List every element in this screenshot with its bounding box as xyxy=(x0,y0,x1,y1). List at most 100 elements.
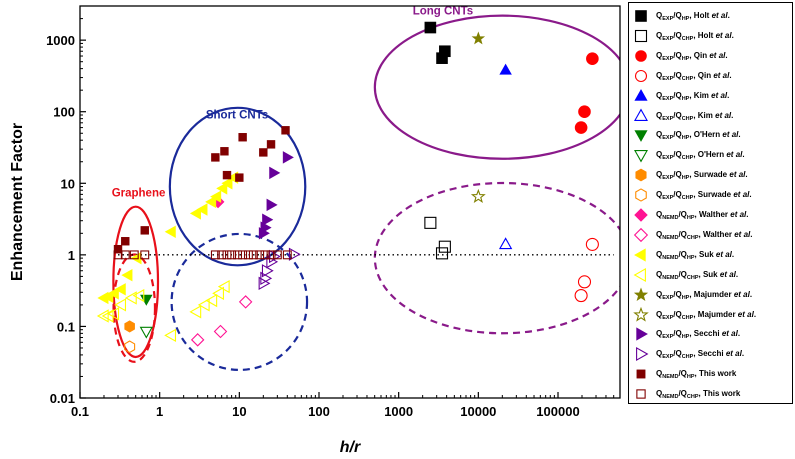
region-ellipse-3 xyxy=(170,232,309,372)
legend-label: QEXP/QHP, Secchi et al. xyxy=(656,329,741,341)
point-s19-7 xyxy=(227,250,237,260)
point-s4-0 xyxy=(499,63,512,75)
point-s19-3 xyxy=(140,250,150,260)
point-s18-9 xyxy=(222,170,232,180)
x-tick-label: 1 xyxy=(156,404,163,419)
point-s12-6 xyxy=(164,225,176,239)
x-tick-label: 100 xyxy=(308,404,330,419)
point-s12-4 xyxy=(121,268,133,282)
point-s17-5 xyxy=(288,247,301,261)
x-tick-label: 0.1 xyxy=(71,404,89,419)
legend-label: QEXP/QHP, Majumder et al. xyxy=(656,289,753,301)
y-tick-label: 1000 xyxy=(46,33,75,48)
point-s18-2 xyxy=(140,226,149,235)
legend-label: QNEMD/QHP, Suk et al. xyxy=(656,249,735,261)
point-s13-10 xyxy=(212,286,224,301)
legend-marker-shape xyxy=(633,306,649,322)
point-s19-11 xyxy=(248,250,258,260)
legend-entry: QEXP/QHP, Qin et al. xyxy=(629,46,794,66)
legend-label: QEXP/QCHP, Majumder et al. xyxy=(656,309,757,321)
legend-marker xyxy=(635,10,647,22)
y-tick-label: 0.01 xyxy=(50,391,75,406)
annotation-2: Long CNTs xyxy=(413,5,473,17)
legend-marker xyxy=(634,150,648,163)
point-s12-9 xyxy=(205,195,217,209)
y-tick-label: 0.1 xyxy=(57,319,75,334)
legend-entry: QEXP/QCHP, Kim et al. xyxy=(629,106,794,126)
legend-marker-shape xyxy=(634,69,648,82)
point-s16-3 xyxy=(266,198,278,212)
region-ellipse-1 xyxy=(112,253,157,363)
legend-marker-shape xyxy=(635,10,647,22)
point-s3-2 xyxy=(574,289,588,303)
legend-label: QNEMD/QCHP, Suk et al. xyxy=(656,269,739,281)
region-ellipse-4 xyxy=(373,14,620,160)
legend-label: QEXP/QCHP, Surwade et al. xyxy=(656,190,752,202)
point-s12-10 xyxy=(210,190,222,203)
legend-marker-shape xyxy=(633,227,649,242)
point-s18-10 xyxy=(235,173,244,182)
annotation-1: Short CNTs xyxy=(206,110,268,122)
point-s17-1 xyxy=(260,271,273,285)
point-s2-2 xyxy=(574,121,588,134)
legend-entry: QEXP/QHP, Surwade et al. xyxy=(629,165,794,185)
point-s12-2 xyxy=(107,287,119,300)
point-s1-1 xyxy=(435,247,449,260)
point-s7-0 xyxy=(139,326,153,339)
legend-label: QEXP/QCHP, Qin et al. xyxy=(656,70,732,82)
point-s13-5 xyxy=(132,288,145,303)
point-s19-5 xyxy=(217,250,227,260)
legend-entry: QEXP/QCHP, Majumder et al. xyxy=(629,305,794,325)
legend-marker-shape xyxy=(636,347,649,362)
point-s1-2 xyxy=(438,240,451,253)
legend-entry: QEXP/QHP, Holt et al. xyxy=(629,6,794,26)
legend-label: QEXP/QHP, Holt et al. xyxy=(656,11,730,22)
legend-entry: QNEMD/QCHP, Suk et al. xyxy=(629,265,794,285)
point-s3-0 xyxy=(585,237,599,251)
legend-marker-shape xyxy=(634,248,646,262)
region-ellipse-5 xyxy=(373,181,620,335)
legend-label: QEXP/QHP, Qin et al. xyxy=(656,50,728,62)
point-s18-3 xyxy=(211,153,220,162)
legend-marker-shape xyxy=(634,208,648,222)
legend-marker xyxy=(634,29,648,42)
point-s13-2 xyxy=(107,307,120,321)
y-axis-label: Enhancement Factor xyxy=(9,123,26,281)
legend-marker xyxy=(633,267,646,282)
legend-entry: QEXP/QHP, Majumder et al. xyxy=(629,285,794,305)
legend-marker-shape xyxy=(635,168,647,182)
legend-marker-shape xyxy=(634,29,648,42)
legend-marker xyxy=(636,327,648,341)
legend: QEXP/QHP, Holt et al. QEXP/QCHP, Holt et … xyxy=(628,2,793,404)
point-s17-0 xyxy=(258,276,271,291)
legend-entry: QEXP/QHP, Kim et al. xyxy=(629,86,794,106)
legend-label: QEXP/QCHP, O'Hern et al. xyxy=(656,150,745,162)
point-s16-2 xyxy=(262,213,274,226)
legend-label: QEXP/QCHP, Secchi et al. xyxy=(656,349,745,361)
legend-marker xyxy=(636,347,649,362)
legend-entry: QNEMD/QHP, Suk et al. xyxy=(629,245,794,265)
legend-label: QEXP/QCHP, Kim et al. xyxy=(656,110,734,122)
legend-marker xyxy=(635,49,647,62)
legend-marker xyxy=(633,306,649,322)
point-s13-7 xyxy=(189,305,202,319)
legend-marker xyxy=(636,389,646,399)
point-s14-0 xyxy=(471,31,486,45)
legend-marker xyxy=(634,88,648,101)
point-s9-0 xyxy=(124,340,136,354)
legend-entry: QNEMD/QCHP, Walther et al. xyxy=(629,225,794,245)
legend-entry: QNEMD/QHP, This work xyxy=(629,364,794,384)
plot-frame xyxy=(79,5,621,399)
legend-label: QNEMD/QHP, Walther et al. xyxy=(656,210,749,221)
point-s11-1 xyxy=(213,324,228,339)
x-tick-label: 100000 xyxy=(536,404,579,419)
point-s13-9 xyxy=(205,293,218,308)
point-s18-7 xyxy=(266,140,276,149)
x-tick-label: 1000 xyxy=(384,404,413,419)
legend-marker xyxy=(634,108,648,121)
x-axis-label: h/r xyxy=(340,439,361,456)
point-s19-8 xyxy=(233,250,243,260)
legend-marker xyxy=(634,248,646,262)
legend-marker-shape xyxy=(634,88,648,101)
